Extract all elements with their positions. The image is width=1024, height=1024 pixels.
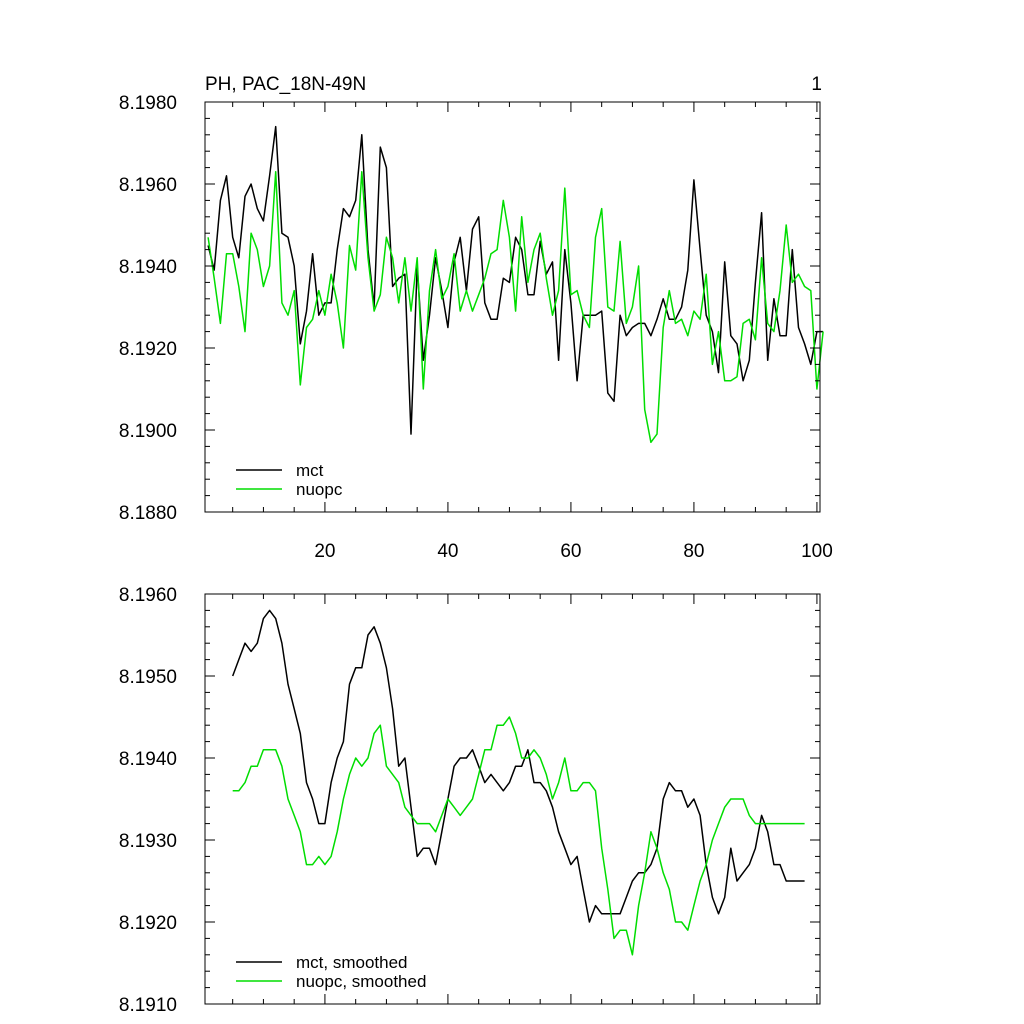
top-series-layer: [207, 125, 824, 444]
bottom-ytick-label: 8.1930: [119, 831, 177, 852]
bottom-series-layer: [231, 609, 805, 956]
top-ytick-label: 8.1920: [119, 339, 177, 360]
legend-label-nuopc-smoothed: nuopc, smoothed: [296, 972, 426, 991]
bottom-ytick-label: 8.1920: [119, 913, 177, 934]
bottom-series-nuopc-smoothed: [232, 716, 805, 956]
legend-label-mct-smoothed: mct, smoothed: [296, 953, 408, 972]
top-ytick-label: 8.1980: [119, 93, 177, 114]
legend-label-nuopc: nuopc: [296, 480, 343, 499]
panel-number: 1: [811, 74, 822, 95]
top-legend: mct nuopc: [236, 461, 343, 499]
top-panel: 20 40 60 80 100 8.1880 8.1900 8.1920 8.1940 8.196…: [119, 93, 833, 562]
bottom-legend: mct, smoothed nuopc, smoothed: [236, 953, 426, 991]
top-xtick-label: 100: [801, 541, 833, 562]
top-series-nuopc: [207, 170, 824, 444]
bottom-plot-frame: [204, 593, 821, 1005]
top-series-mct: [207, 125, 824, 435]
bottom-ytick-label: 8.1950: [119, 667, 177, 688]
top-ytick-label: 8.1900: [119, 421, 177, 442]
top-xtick-label: 80: [683, 541, 704, 562]
top-ytick-label: 8.1880: [119, 503, 177, 524]
bottom-panel: 8.1910 8.1920 8.1930 8.1940 8.1950 8.1960 mct…: [119, 585, 821, 1016]
top-xtick-label: 20: [314, 541, 335, 562]
chart-title: PH, PAC_18N-49N: [205, 74, 366, 95]
top-xtick-label: 40: [437, 541, 458, 562]
bottom-ytick-label: 8.1960: [119, 585, 177, 606]
top-plot-frame: [204, 101, 821, 513]
top-ytick-label: 8.1940: [119, 257, 177, 278]
top-xtick-label: 60: [560, 541, 581, 562]
top-ytick-label: 8.1960: [119, 175, 177, 196]
bottom-axes-layer: 8.1910 8.1920 8.1930 8.1940 8.1950 8.1960: [119, 585, 820, 1016]
bottom-ytick-label: 8.1910: [119, 995, 177, 1016]
bottom-ytick-label: 8.1940: [119, 749, 177, 770]
top-axes-layer: 20 40 60 80 100 8.1880 8.1900 8.1920 8.1940 8.196…: [119, 93, 833, 562]
bottom-series-mct-smoothed: [231, 609, 805, 923]
legend-label-mct: mct: [296, 461, 324, 480]
